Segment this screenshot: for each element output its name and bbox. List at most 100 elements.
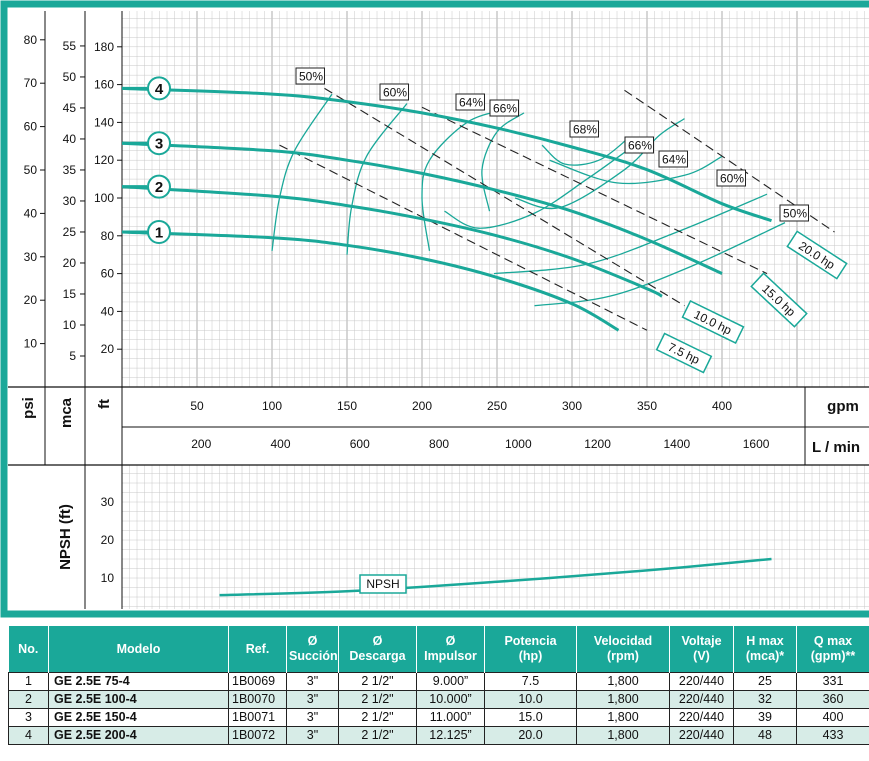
table-cell: 331: [796, 672, 869, 691]
npsh-tick-label: 20: [101, 533, 115, 547]
gpm-tick-label: 200: [412, 399, 432, 413]
npsh-label: NPSH: [366, 577, 399, 591]
efficiency-label-box: [716, 169, 746, 187]
gpm-tick-label: 400: [712, 399, 732, 413]
lmin-axis-title: L / min: [812, 439, 860, 456]
mca-tick-label: 35: [63, 163, 77, 177]
curve-number-badge: [147, 220, 171, 245]
header-text: Succión: [289, 649, 338, 663]
pump-curve-chart: 10 20 30 40 50 60 70 80 5 10 15 20 25 30 35 40 45 50 55 20 4…: [0, 0, 869, 618]
table-cell: 2: [8, 690, 49, 709]
table-cell: 20.0: [484, 726, 577, 745]
table-cell: 220/440: [669, 726, 734, 745]
table-cell: 48: [733, 726, 797, 745]
hp-label-box: [750, 272, 808, 328]
table-header-row: No. Modelo Ref. Ø Succión Ø Descarga Ø Impulsor P…: [8, 626, 869, 673]
table-cell: 400: [796, 708, 869, 727]
table-cell: 1B0070: [228, 690, 287, 709]
header-text: Modelo: [116, 641, 161, 656]
efficiency-label: 50%: [783, 207, 807, 221]
header-text: Ø: [445, 634, 456, 648]
npsh-tick-label: 30: [101, 495, 115, 509]
efficiency-label-box: [295, 67, 325, 85]
header-text: Impulsor: [424, 649, 477, 663]
header-text: Potencia: [504, 634, 557, 648]
table-cell: 1B0072: [228, 726, 287, 745]
table-cell: 9.000”: [416, 672, 485, 691]
header-text: Velocidad: [593, 634, 653, 648]
lmin-tick-label: 400: [271, 437, 291, 451]
header-text: Voltaje: [681, 634, 722, 648]
efficiency-curve: [541, 136, 630, 166]
table-cell: 2 1/2": [338, 672, 417, 691]
efficiency-label: 50%: [299, 70, 323, 84]
table-cell: 220/440: [669, 708, 734, 727]
npsh-axis-title: NPSH (ft): [57, 504, 74, 570]
table-header-cell: Ref.: [228, 626, 287, 673]
npsh-label-box: [359, 574, 407, 594]
lmin-tick-label: 1600: [743, 437, 770, 451]
table-cell: 220/440: [669, 672, 734, 691]
table-row: 4 GE 2.5E 200-4 1B0072 3" 2 1/2" 12.125” 20.0 1…: [8, 726, 869, 745]
table-cell: 433: [796, 726, 869, 745]
mca-tick-label: 25: [63, 225, 77, 239]
table-cell: 3": [286, 708, 339, 727]
mca-tick-label: 10: [63, 318, 77, 332]
table-header-cell: Voltaje (V): [669, 626, 734, 673]
psi-tick-label: 70: [24, 76, 38, 90]
table-header-cell: Modelo: [48, 626, 229, 673]
table-cell: 2 1/2": [338, 726, 417, 745]
mca-tick-label: 15: [63, 287, 77, 301]
header-text: (rpm): [607, 649, 639, 663]
table-cell: 1,800: [576, 690, 670, 709]
table-cell: 220/440: [669, 690, 734, 709]
table-cell: 1B0069: [228, 672, 287, 691]
mca-tick-label: 30: [63, 194, 77, 208]
efficiency-curve: [444, 146, 633, 229]
efficiency-label: 64%: [662, 153, 686, 167]
lmin-tick-label: 1400: [663, 437, 690, 451]
table-cell: 7.5: [484, 672, 577, 691]
curve-number-label: 3: [155, 136, 163, 153]
table-cell: GE 2.5E 100-4: [48, 690, 229, 709]
header-text: Descarga: [349, 649, 406, 663]
ft-tick-label: 80: [101, 229, 115, 243]
table-header-cell: H max (mca)*: [733, 626, 797, 673]
gpm-tick-label: 300: [562, 399, 582, 413]
lmin-tick-label: 600: [350, 437, 370, 451]
table-header-cell: Ø Descarga: [338, 626, 417, 673]
efficiency-curve: [493, 193, 768, 275]
efficiency-label-box: [658, 150, 688, 168]
chart-svg: 10 20 30 40 50 60 70 80 5 10 15 20 25 30 35 40 45 50 55 20 4…: [0, 0, 869, 618]
psi-tick-label: 40: [24, 206, 38, 220]
lmin-tick-label: 1200: [584, 437, 611, 451]
mca-tick-label: 40: [63, 132, 77, 146]
table-cell: 360: [796, 690, 869, 709]
lmin-tick-label: 200: [191, 437, 211, 451]
psi-tick-label: 30: [24, 250, 38, 264]
table-cell: 15.0: [484, 708, 577, 727]
psi-tick-label: 50: [24, 163, 38, 177]
efficiency-curve: [421, 108, 507, 251]
impeller-curve-1: [122, 230, 620, 332]
mca-tick-label: 55: [63, 39, 77, 53]
psi-axis-title: psi: [20, 397, 37, 419]
hp-limit-line: [324, 87, 685, 307]
ft-tick-label: 160: [94, 78, 114, 92]
table-cell: 11.000”: [416, 708, 485, 727]
gpm-tick-label: 150: [337, 399, 357, 413]
table-cell: 1,800: [576, 672, 670, 691]
hp-label-box: [681, 299, 745, 345]
gpm-tick-label: 350: [637, 399, 657, 413]
npsh-curve: [219, 557, 772, 597]
curve-number-badge: [147, 174, 171, 199]
table-cell: 3": [286, 672, 339, 691]
header-text: Ø: [372, 634, 383, 648]
table-cell: 10.0: [484, 690, 577, 709]
hp-limit-line: [279, 144, 648, 331]
efficiency-label-box: [569, 120, 599, 138]
efficiency-label-box: [779, 204, 809, 222]
mca-tick-label: 45: [63, 101, 77, 115]
ft-tick-label: 100: [94, 191, 114, 205]
ft-tick-label: 20: [101, 342, 115, 356]
